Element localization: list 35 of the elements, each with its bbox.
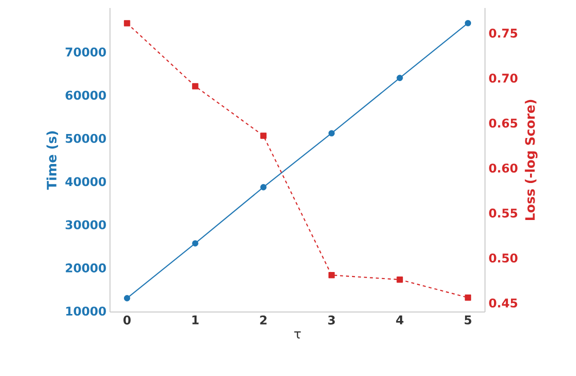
y-tick-label: 40000 — [65, 177, 106, 186]
y2-tick-label: 0.55 — [489, 208, 518, 218]
y2-tick-label: 0.65 — [489, 118, 518, 128]
y-tick-label: 10000 — [66, 306, 106, 316]
x-axis-title: τ — [294, 331, 301, 338]
point — [124, 295, 130, 302]
point — [192, 83, 198, 90]
y-tick-label: 30000 — [66, 220, 106, 230]
point — [396, 74, 403, 82]
y-axis-title: Time (s) — [46, 131, 58, 190]
x-tick-label: 5 — [464, 316, 472, 324]
x-tick-label: 2 — [260, 316, 267, 324]
y2-axis-title: Loss (-log Score) — [524, 100, 538, 220]
point — [124, 20, 130, 26]
x-tick-label: 4 — [396, 316, 404, 324]
y2-tick-label: 0.75 — [489, 28, 518, 38]
y2-tick-label: 0.45 — [489, 298, 518, 308]
point — [260, 132, 267, 139]
y-tick-label: 60000 — [66, 90, 106, 100]
point — [328, 130, 335, 136]
point — [464, 20, 472, 26]
point — [396, 276, 403, 283]
x-tick-label: 1 — [192, 316, 199, 324]
point — [464, 294, 472, 301]
point — [260, 184, 267, 190]
y-tick-label: 70000 — [66, 48, 106, 57]
point — [192, 240, 198, 246]
x-tick-label: 0 — [123, 316, 131, 325]
y2-tick-label: 0.50 — [489, 254, 518, 263]
y2-tick-label: 0.70 — [489, 74, 518, 83]
point — [328, 272, 335, 278]
x-tick-label: 3 — [328, 316, 335, 325]
y-tick-label: 20000 — [66, 263, 106, 272]
y2-tick-label: 0.60 — [489, 164, 518, 173]
y-tick-label: 50000 — [66, 134, 106, 143]
